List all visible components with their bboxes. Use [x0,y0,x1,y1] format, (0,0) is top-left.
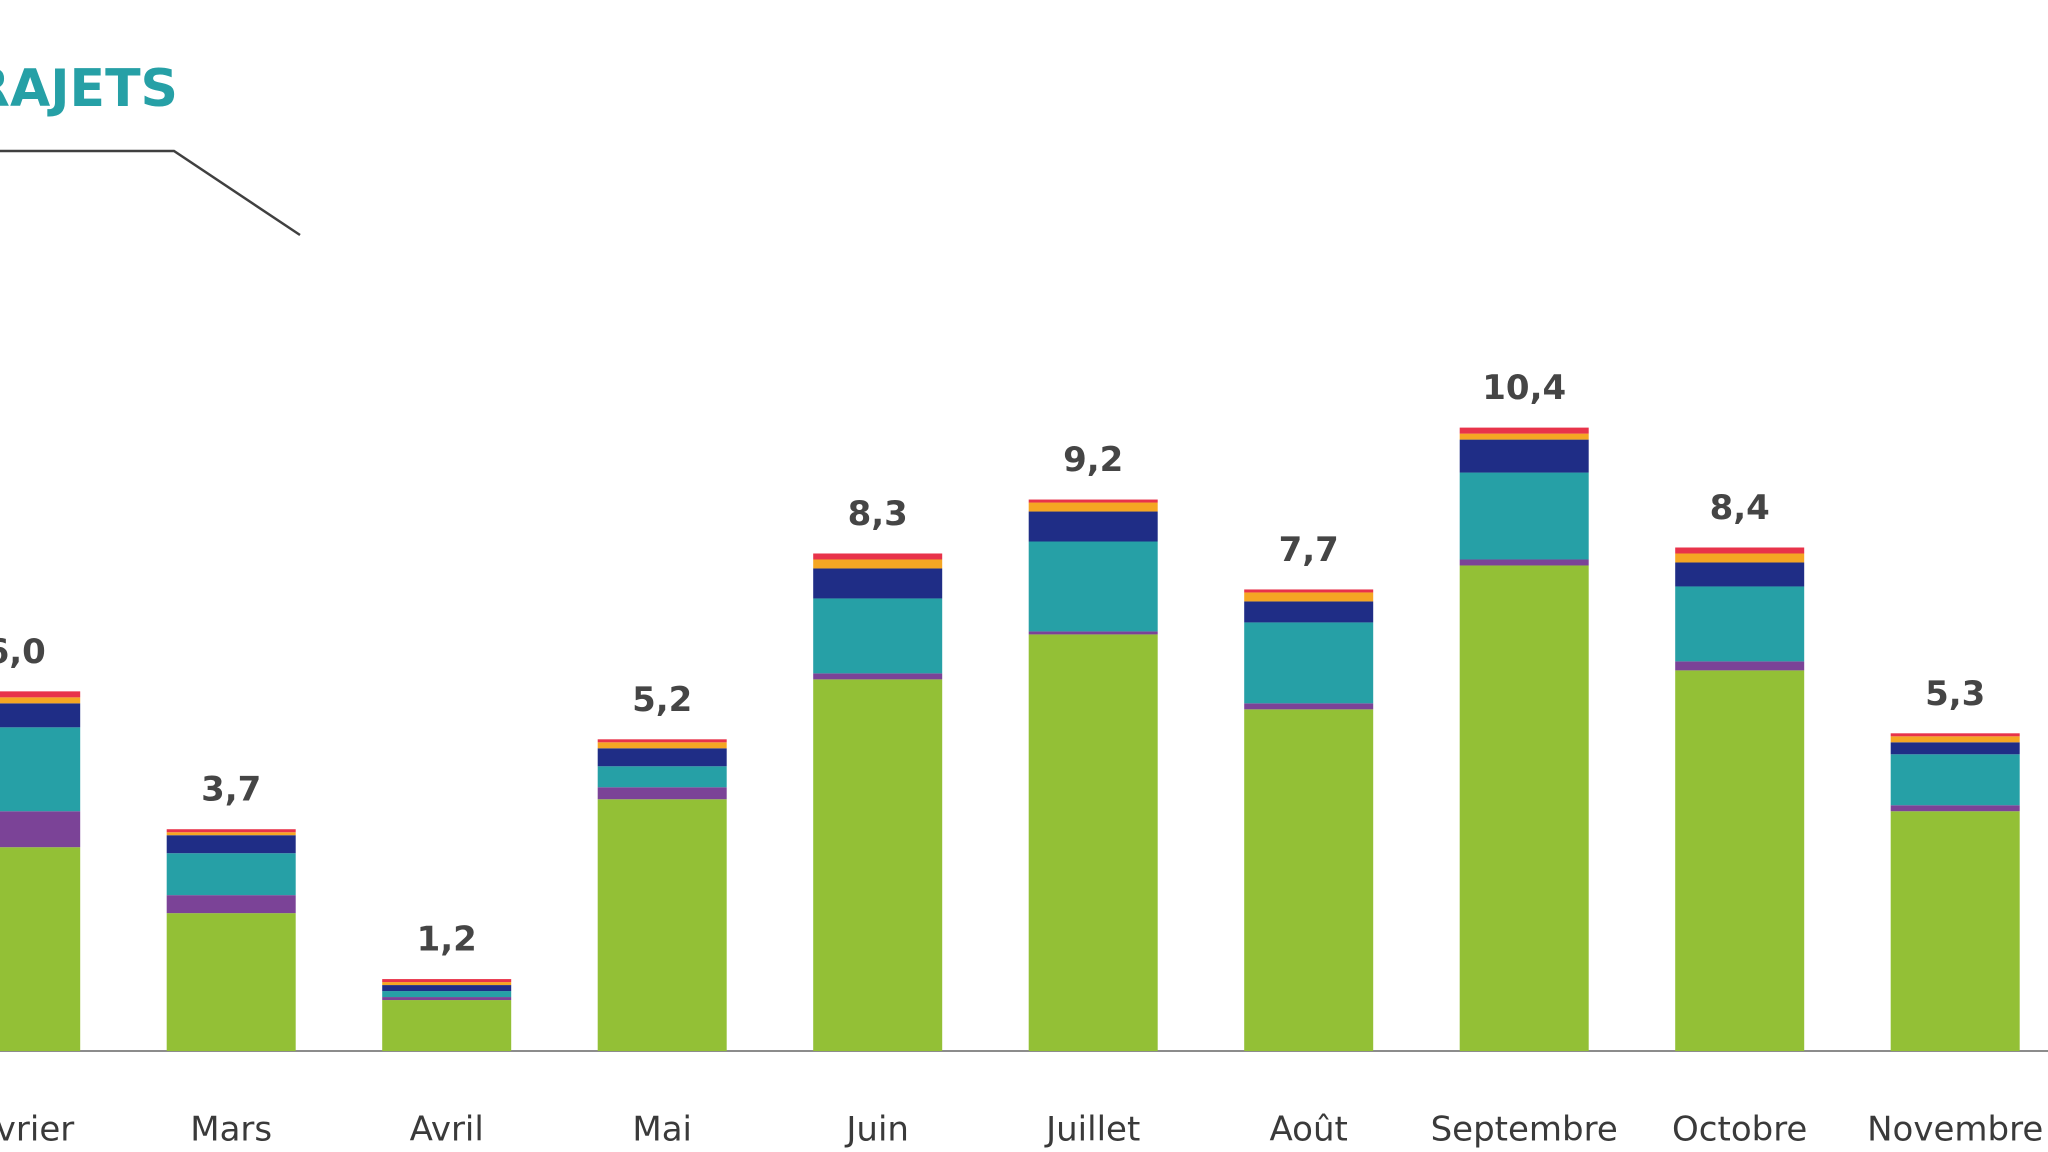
x-tick-label: Février [0,1110,74,1150]
bar-segment [597,748,727,767]
bar-segment [813,553,943,560]
bar-segment [813,568,943,599]
bar-segment [382,979,512,983]
bar-segment [1890,754,2020,806]
bar-segment [1028,511,1158,542]
x-tick-label: Septembre [1431,1110,1618,1150]
bar-segment [1890,805,2020,812]
bar-segment [382,1000,512,1051]
bar-segment [1459,472,1589,560]
bar-segment [1028,634,1158,1051]
bar-segment [1890,736,2020,743]
bar-segment [0,847,81,1051]
bar-segment [813,679,943,1051]
total-label: 1,2 [417,920,477,960]
bar-segment [1244,589,1374,593]
bar-segment [0,811,81,848]
bar-segment [166,832,296,836]
bar-segment [813,598,943,674]
bar-segment [0,727,81,812]
bar-segment [1890,733,2020,737]
x-tick-label: Mai [632,1110,692,1150]
bar-segment [597,766,727,788]
x-tick-label: Juin [844,1110,909,1150]
bar-segment [1675,586,1805,662]
bar-segment [1459,427,1589,434]
total-label: 8,3 [848,494,908,534]
bar-segment [1244,703,1374,710]
total-label: 5,3 [1925,674,1985,714]
bar-segment [1459,433,1589,440]
bar-segment [597,799,727,1051]
bar-segment [0,691,81,698]
bar-segment [1675,553,1805,563]
bar-segment [166,853,296,896]
x-tick-label: Octobre [1672,1110,1807,1150]
x-tick-label: Avril [410,1110,484,1150]
bar-segment [166,835,296,854]
bar-segment [1244,592,1374,602]
bar-segment [1028,631,1158,635]
bar-segment [382,985,512,992]
bar-segment [1675,547,1805,554]
bar-segment [597,787,727,800]
bar-segment [813,673,943,680]
bar-segment [1028,499,1158,503]
bar-segment [597,742,727,749]
bar-segment [1459,439,1589,473]
chart-title: TRAJETS [0,59,178,119]
bar-segment [0,697,81,704]
bar-segment [166,829,296,833]
bar-segment [1459,565,1589,1051]
bar-segment [1890,742,2020,755]
bar-segment [382,991,512,998]
bar-segment [1675,562,1805,587]
total-label: 8,4 [1710,488,1770,528]
x-tick-label: Novembre [1867,1110,2043,1150]
title-rule [0,149,301,237]
x-tick-label: Mars [190,1110,272,1150]
total-label: 6,0 [0,632,46,672]
total-label: 3,7 [201,770,261,810]
total-label: 10,4 [1482,368,1566,408]
total-label: 9,2 [1063,440,1123,480]
bar-segment [597,739,727,743]
bar-segment [1244,709,1374,1051]
x-tick-label: Juillet [1044,1110,1140,1150]
bar-segment [1244,622,1374,704]
bar-segment [382,982,512,986]
total-label: 7,7 [1279,530,1339,570]
total-label: 5,2 [632,680,692,720]
x-tick-label: Août [1270,1110,1348,1150]
bar-segment [1028,502,1158,512]
bar-segment [382,997,512,1001]
bar-segment [1675,661,1805,671]
bar-segment [1244,601,1374,623]
bar-segment [1028,541,1158,632]
bar-segment [166,913,296,1051]
bar-segment [1890,811,2020,1051]
bar-segment [166,895,296,914]
bar-segment [1675,670,1805,1051]
bar-segment [1459,559,1589,566]
bar-segment [0,703,81,728]
bar-segment [813,559,943,569]
